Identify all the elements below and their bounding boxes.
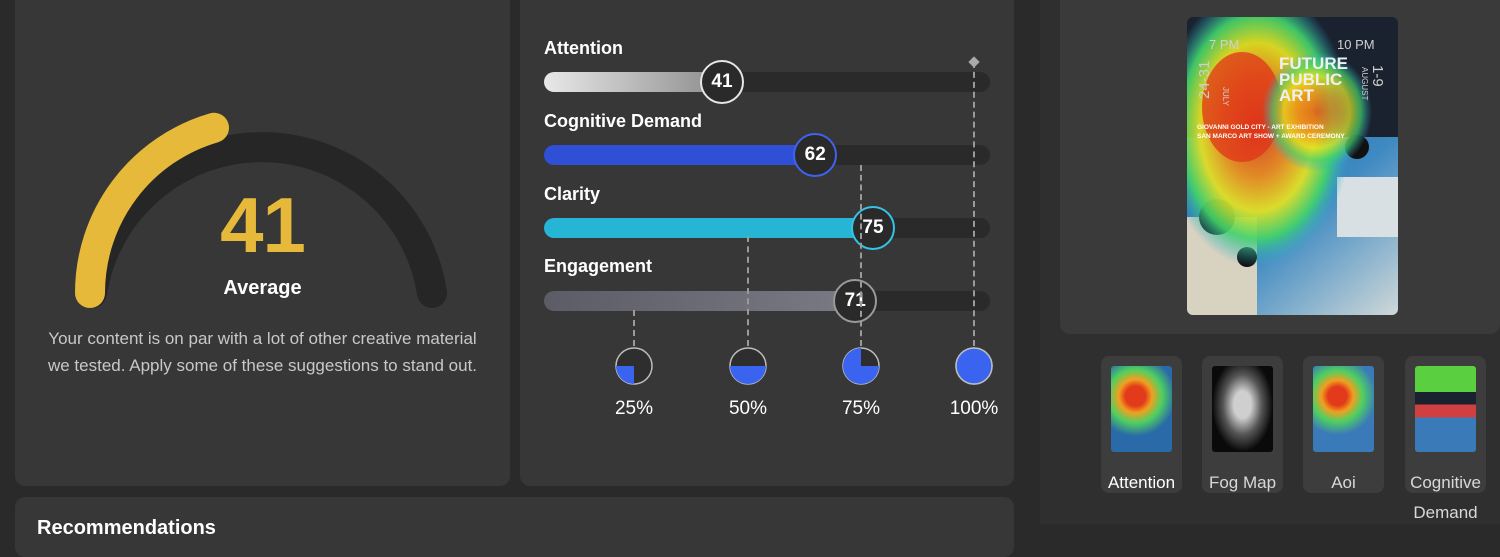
svg-text:SAN MARCO ART SHOW + AWARD CER: SAN MARCO ART SHOW + AWARD CEREMONY — [1197, 133, 1345, 140]
view-option-label: Aoi — [1331, 473, 1356, 492]
cognitive-thumbnail — [1415, 366, 1476, 452]
poster-heatmap-preview[interactable]: 7 PM 10 PM FUTURE PUBLIC ART GIOVANNI GO… — [1187, 17, 1398, 315]
svg-text:24-31: 24-31 — [1196, 61, 1213, 99]
metric-label-engagement: Engagement — [544, 256, 653, 276]
metric-fill — [544, 291, 856, 311]
metric-track — [544, 145, 990, 165]
metric-track — [544, 72, 990, 92]
view-option-aoi[interactable]: Aoi — [1303, 356, 1384, 493]
svg-text:FUTURE: FUTURE — [1279, 54, 1348, 73]
benchmark-line — [747, 236, 749, 346]
recommendations-panel: Recommendations — [15, 497, 1014, 557]
benchmark-pie-icon — [728, 346, 768, 386]
svg-text:7 PM: 7 PM — [1209, 37, 1239, 52]
benchmark-pie-icon — [841, 346, 881, 386]
score-description: Your content is on par with a lot of oth… — [47, 329, 478, 375]
heatmap-thumbnail — [1111, 366, 1172, 452]
metric-track — [544, 218, 990, 238]
view-option-cognitive-demand[interactable]: Cognitive Demand — [1405, 356, 1486, 522]
view-option-attention[interactable]: Attention — [1101, 356, 1182, 493]
metric-value-badge: 71 — [833, 279, 878, 323]
metric-value-badge: 41 — [700, 60, 744, 104]
svg-text:GIOVANNI GOLD CITY - ART EXHIB: GIOVANNI GOLD CITY - ART EXHIBITION — [1197, 124, 1324, 131]
svg-text:1-9: 1-9 — [1369, 65, 1386, 87]
metric-track — [544, 291, 990, 311]
view-option-label: Fog Map — [1208, 473, 1277, 492]
benchmark-pie-icon — [614, 346, 654, 386]
benchmark-label: 75% — [841, 398, 881, 419]
svg-text:10 PM: 10 PM — [1337, 37, 1375, 52]
svg-text:AUGUST: AUGUST — [1360, 67, 1369, 100]
view-option-fog-map[interactable]: Fog Map — [1202, 356, 1283, 493]
metric-fill — [544, 145, 816, 165]
metric-label-cognitive-demand: Cognitive Demand — [544, 111, 703, 131]
view-option-label: Cognitive Demand — [1410, 473, 1481, 522]
svg-text:ART: ART — [1279, 86, 1315, 105]
fogmap-thumbnail — [1212, 366, 1273, 452]
recommendations-title: Recommendations — [37, 517, 216, 539]
metric-label-attention: Attention — [544, 38, 623, 58]
metric-value-badge: 62 — [793, 133, 838, 177]
benchmark-pie-icon — [954, 346, 994, 386]
view-option-label: Attention — [1107, 473, 1176, 492]
metric-fill — [544, 218, 873, 238]
benchmark-line — [633, 310, 635, 346]
svg-text:PUBLIC: PUBLIC — [1279, 70, 1342, 89]
poster-image: 7 PM 10 PM FUTURE PUBLIC ART GIOVANNI GO… — [1187, 17, 1398, 315]
benchmark-line — [973, 62, 975, 346]
score-gauge — [75, 112, 447, 308]
metric-fill — [544, 72, 722, 92]
metric-value-badge: 75 — [851, 206, 895, 250]
aoi-thumbnail — [1313, 366, 1374, 452]
benchmark-label: 25% — [614, 398, 654, 419]
benchmark-label: 50% — [728, 398, 768, 419]
metric-label-clarity: Clarity — [544, 184, 601, 204]
svg-text:JULY: JULY — [1221, 87, 1230, 107]
benchmark-label: 100% — [949, 398, 999, 419]
score-rating-label: Average — [223, 277, 302, 299]
score-value: 41 — [220, 181, 306, 269]
benchmark-line — [860, 165, 862, 346]
